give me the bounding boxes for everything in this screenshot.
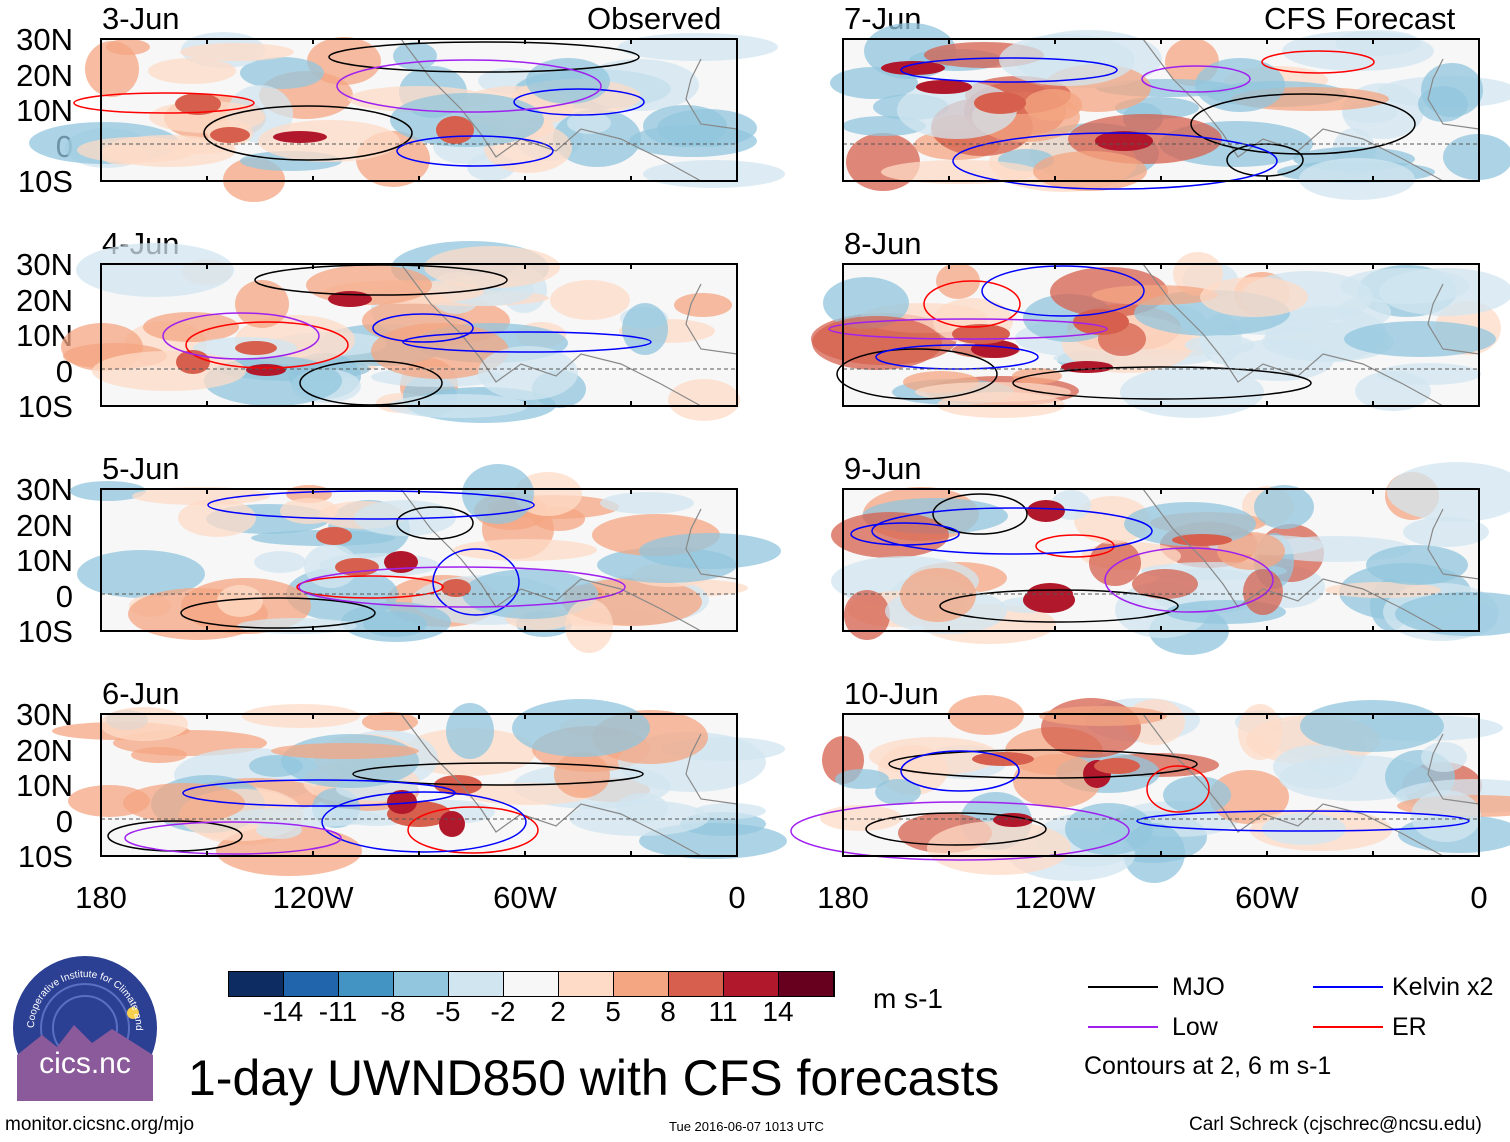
lon-label: 60W: [493, 880, 557, 915]
legend-line-low: [1088, 1026, 1158, 1028]
colorbar-swatch: [779, 972, 834, 996]
legend-line-er: [1313, 1026, 1383, 1028]
colorbar-swatch: [559, 972, 614, 996]
colorbar-tick: 14: [762, 996, 794, 1027]
lat-label: 0: [55, 578, 73, 614]
lon-label: 120W: [1014, 880, 1096, 915]
panel-date-label: 8-Jun: [844, 226, 922, 261]
lat-label: 30N: [16, 22, 73, 57]
colorbar-swatch: [394, 972, 449, 996]
observed-header: Observed: [587, 1, 722, 36]
lat-label: 10S: [17, 839, 73, 874]
legend-label: ER: [1392, 1013, 1427, 1041]
lon-label: 180: [75, 880, 127, 915]
colorbar-tick: -5: [435, 996, 461, 1027]
svg-text:cics.nc: cics.nc: [39, 1047, 131, 1080]
map-panel: [52, 699, 787, 876]
legend-label: Kelvin x2: [1392, 973, 1494, 1001]
colorbar-swatch: [724, 972, 779, 996]
lat-label: 10N: [16, 768, 73, 803]
map-panel: [830, 23, 1510, 200]
lon-label: 0: [728, 880, 746, 915]
cfs-forecast-header: CFS Forecast: [1264, 1, 1456, 36]
lat-label: 30N: [16, 697, 73, 732]
panel-date-label: 10-Jun: [844, 676, 939, 711]
lat-label: 0: [55, 803, 73, 839]
colorbar-units: m s-1: [873, 983, 943, 1014]
colorbar-tick: -14: [262, 996, 304, 1027]
map-panel: [61, 241, 740, 423]
panel-date-label: 3-Jun: [102, 1, 180, 36]
legend-label: Low: [1172, 1013, 1218, 1041]
colorbar-swatch: [614, 972, 669, 996]
lat-label: 30N: [16, 247, 73, 282]
lat-label: 20N: [16, 57, 73, 93]
figure-title: 1-day UWND850 with CFS forecasts: [188, 1050, 1000, 1106]
colorbar-tick: 5: [605, 996, 621, 1027]
colorbar-tick: -11: [318, 996, 358, 1027]
colorbar-tick: 11: [708, 996, 738, 1027]
lat-label: 30N: [16, 472, 73, 507]
colorbar-swatch: [339, 972, 394, 996]
lon-label: 180: [817, 880, 869, 915]
lat-label: 20N: [16, 732, 73, 768]
lon-label: 120W: [272, 880, 354, 915]
lon-label: 60W: [1235, 880, 1299, 915]
footer-timestamp: Tue 2016-06-07 1013 UTC: [669, 1119, 824, 1134]
lon-label: 0: [1470, 880, 1488, 915]
lat-label: 0: [55, 353, 73, 389]
contour-note: Contours at 2, 6 m s-1: [1084, 1052, 1332, 1080]
panel-date-label: 9-Jun: [844, 451, 922, 486]
cics-logo: Cooperative Institute for Climate and Sa…: [12, 955, 157, 1101]
colorbar-swatch: [669, 972, 724, 996]
legend-label: MJO: [1172, 973, 1225, 1001]
map-panel: [811, 252, 1510, 418]
lat-label: 20N: [16, 282, 73, 318]
legend-line-mjo: [1088, 986, 1158, 988]
colorbar-tick: -8: [380, 996, 406, 1027]
colorbar: [228, 971, 835, 997]
lat-label: 10S: [17, 164, 73, 199]
panel-date-label: 5-Jun: [102, 451, 180, 486]
map-panel: [70, 464, 781, 653]
lat-label: 10N: [16, 543, 73, 578]
lat-label: 20N: [16, 507, 73, 543]
map-panel: [790, 695, 1510, 883]
map-panel: [29, 32, 785, 202]
legend-line-kelvin: [1313, 986, 1383, 988]
footer-author: Carl Schreck (cjschrec@ncsu.edu): [1189, 1114, 1482, 1135]
colorbar-tick: -2: [490, 996, 516, 1027]
colorbar-swatch: [449, 972, 504, 996]
colorbar-swatch: [284, 972, 339, 996]
lat-label: 10S: [17, 614, 73, 649]
map-panel: [831, 462, 1510, 655]
panel-date-label: 6-Jun: [102, 676, 180, 711]
colorbar-tick: 2: [550, 996, 566, 1027]
colorbar-tick: 8: [660, 996, 676, 1027]
colorbar-swatch: [229, 972, 284, 996]
colorbar-swatch: [504, 972, 559, 996]
footer-url[interactable]: monitor.cicsnc.org/mjo: [5, 1114, 195, 1135]
lat-label: 10N: [16, 93, 73, 128]
lat-label: 10S: [17, 389, 73, 424]
